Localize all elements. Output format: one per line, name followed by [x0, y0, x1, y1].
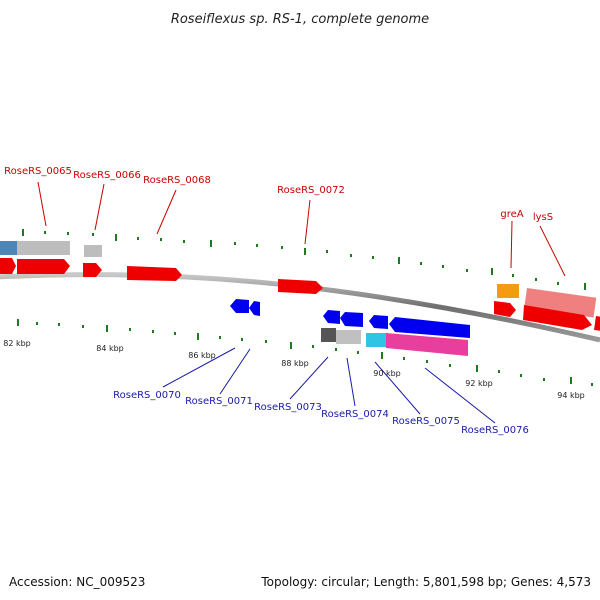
gene-label-reverse[interactable]: RoseRS_0074	[321, 409, 389, 420]
gene-label-reverse[interactable]: RoseRS_0075	[392, 416, 460, 427]
reverse-arrow-2[interactable]	[249, 301, 260, 316]
scale-tick-label: 88 kbp	[281, 359, 309, 368]
reverse-arrow-3[interactable]	[323, 310, 340, 324]
scale-tick-label: 82 kbp	[3, 339, 31, 348]
forward-arrow-5[interactable]	[278, 279, 323, 294]
reverse-arrow-1[interactable]	[230, 299, 249, 313]
gene-label-forward[interactable]: lysS	[533, 212, 553, 223]
feature-gray-small[interactable]	[84, 245, 102, 257]
forward-arrow-4[interactable]	[127, 266, 182, 281]
forward-arrow-8[interactable]	[594, 316, 600, 331]
tick-row-lower	[17, 319, 593, 386]
genome-backbone	[0, 272, 600, 343]
forward-arrow-6[interactable]	[494, 301, 516, 317]
gene-label-forward[interactable]: RoseRS_0068	[143, 175, 211, 186]
forward-arrow-1[interactable]	[0, 258, 16, 274]
forward-arrow-7[interactable]	[523, 305, 592, 330]
gene-label-reverse[interactable]: RoseRS_0073	[254, 402, 322, 413]
feature-gray-segment[interactable]	[17, 241, 70, 255]
forward-arrow-3[interactable]	[83, 263, 102, 277]
map-title: Roseiflexus sp. RS-1, complete genome	[171, 12, 429, 27]
reverse-arrow-6[interactable]	[389, 317, 470, 338]
feature-magenta[interactable]	[386, 333, 468, 356]
forward-gene-labels: RoseRS_0065 RoseRS_0066 RoseRS_0068 Rose…	[4, 166, 553, 223]
reverse-arrow-5[interactable]	[369, 315, 388, 329]
scale-tick-label: 86 kbp	[188, 351, 216, 360]
feature-light-gray[interactable]	[336, 330, 361, 344]
feature-blue-segment[interactable]	[0, 241, 17, 255]
gene-label-forward[interactable]: greA	[500, 209, 523, 220]
reverse-gene-arrows	[230, 299, 470, 338]
gene-label-reverse[interactable]: RoseRS_0076	[461, 425, 529, 436]
scale-tick-label: 84 kbp	[96, 344, 124, 353]
gene-label-forward[interactable]: RoseRS_0066	[73, 170, 141, 181]
accession-text: Accession: NC_009523	[9, 575, 145, 589]
scale-tick-label: 90 kbp	[373, 369, 401, 378]
reverse-arrow-4[interactable]	[340, 312, 363, 327]
forward-gene-arrows	[0, 258, 600, 331]
gene-label-forward[interactable]: RoseRS_0072	[277, 185, 345, 196]
feature-dark-gray[interactable]	[321, 328, 336, 342]
gene-label-reverse[interactable]: RoseRS_0070	[113, 390, 181, 401]
forward-leader-lines	[37, 181, 566, 277]
tick-row-upper	[22, 229, 586, 290]
reverse-leader-lines	[162, 347, 496, 424]
scale-tick-label: 94 kbp	[557, 391, 585, 400]
gene-label-forward[interactable]: RoseRS_0065	[4, 166, 72, 177]
feature-cyan[interactable]	[366, 333, 386, 347]
reverse-gene-labels: RoseRS_0070 RoseRS_0071 RoseRS_0073 Rose…	[113, 390, 529, 436]
feature-row-lower	[321, 328, 468, 356]
scale-labels: 82 kbp 84 kbp 86 kbp 88 kbp 90 kbp 92 kb…	[3, 339, 585, 400]
genome-summary-text: Topology: circular; Length: 5,801,598 bp…	[260, 575, 591, 589]
forward-arrow-2[interactable]	[17, 259, 70, 274]
feature-orange-grea[interactable]	[497, 284, 519, 298]
gene-label-reverse[interactable]: RoseRS_0071	[185, 396, 253, 407]
scale-tick-label: 92 kbp	[465, 379, 493, 388]
